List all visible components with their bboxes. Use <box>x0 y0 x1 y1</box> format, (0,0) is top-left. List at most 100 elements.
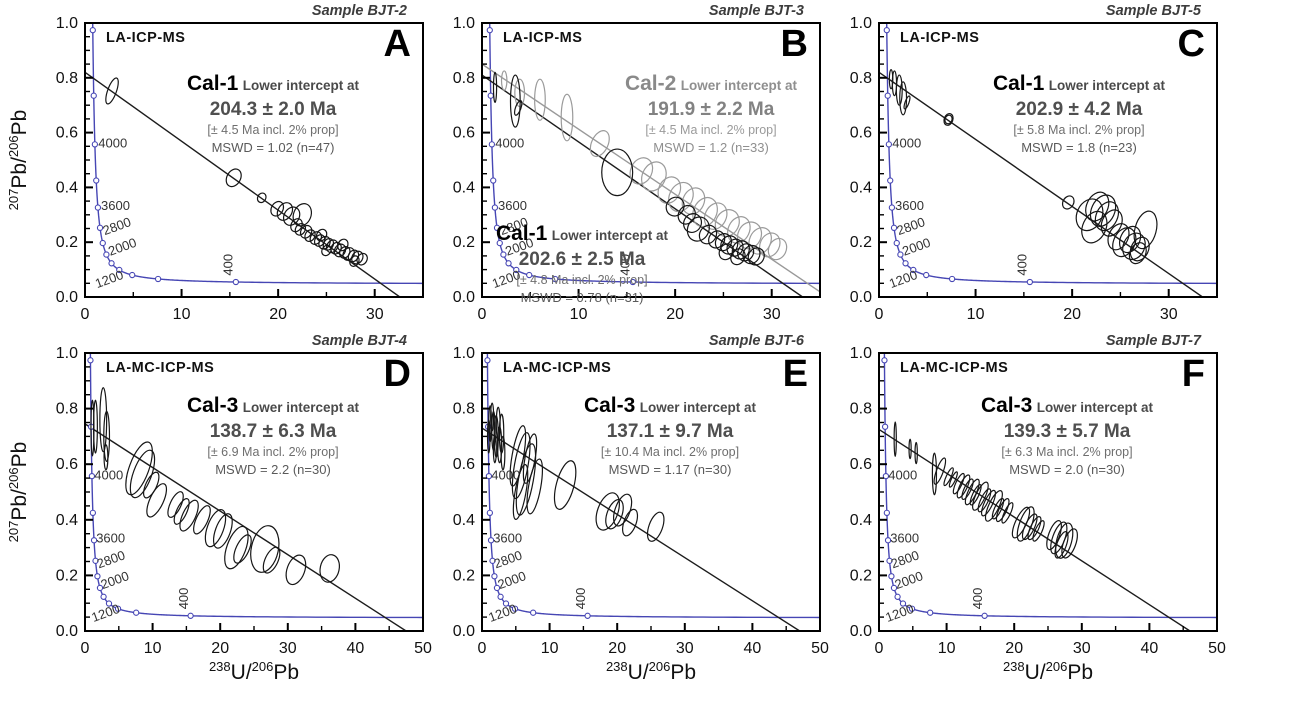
svg-text:0.4: 0.4 <box>56 512 78 529</box>
intercept-age: 202.6 ± 2.5 Ma <box>518 249 646 271</box>
svg-text:1.0: 1.0 <box>56 345 78 362</box>
svg-text:0.0: 0.0 <box>453 289 475 306</box>
mswd-value: MSWD = 2.0 (n=30) <box>1009 461 1125 477</box>
svg-text:20: 20 <box>1005 640 1023 657</box>
svg-text:1200: 1200 <box>486 601 518 625</box>
svg-text:2000: 2000 <box>900 235 932 259</box>
mswd-value: MSWD = 1.02 (n=47) <box>211 139 335 155</box>
panel-letter: F <box>1181 353 1205 395</box>
sample-name: Cal-3 <box>186 394 239 417</box>
y-axis-label: 207Pb/206Pb <box>6 441 31 543</box>
svg-text:1200: 1200 <box>887 267 919 291</box>
svg-text:0.8: 0.8 <box>56 401 78 418</box>
panel-F: 4000 3600 2800 2000 1200 400 0 10 20 30 40 50 0.0 0.2… <box>834 333 1231 685</box>
svg-text:0: 0 <box>875 306 884 323</box>
svg-text:50: 50 <box>811 640 829 657</box>
method-label: LA-MC-ICP-MS <box>900 360 1009 376</box>
svg-text:50: 50 <box>1208 640 1226 657</box>
svg-text:10: 10 <box>967 306 985 323</box>
svg-text:4000: 4000 <box>98 136 127 151</box>
svg-text:400: 400 <box>1014 254 1029 276</box>
sample-title: Sample BJT-6 <box>708 333 804 349</box>
row-top: 207Pb/206Pb 4000 3600 2800 2000 1200 400 0 10 20… <box>0 3 1289 327</box>
y-axis-label-column-bottom: 207Pb/206Pb <box>0 333 40 661</box>
svg-text:3600: 3600 <box>493 531 522 546</box>
intercept-age: 138.7 ± 6.3 Ma <box>209 421 337 443</box>
svg-text:400: 400 <box>176 588 191 610</box>
svg-text:30: 30 <box>279 640 297 657</box>
svg-text:2800: 2800 <box>101 214 133 238</box>
svg-text:0.0: 0.0 <box>850 623 872 640</box>
svg-text:10: 10 <box>570 306 588 323</box>
svg-text:400: 400 <box>970 588 985 610</box>
svg-text:2800: 2800 <box>95 547 127 571</box>
svg-text:2000: 2000 <box>106 235 138 259</box>
uncertainty-note: [± 4.5 Ma incl. 2% prop] <box>645 123 777 137</box>
svg-text:1.0: 1.0 <box>850 15 872 32</box>
svg-text:20: 20 <box>666 306 684 323</box>
intercept-annotation: Cal-1 Lower intercept at 204.3 ± 2.0 Ma … <box>140 71 406 156</box>
svg-text:0.0: 0.0 <box>56 289 78 306</box>
svg-text:0.2: 0.2 <box>850 567 872 584</box>
svg-text:0: 0 <box>81 640 90 657</box>
uncertainty-note: [± 4.8 Ma incl. 2% prop] <box>516 273 648 287</box>
svg-text:0.8: 0.8 <box>850 70 872 87</box>
svg-text:2000: 2000 <box>99 568 131 592</box>
svg-text:0.2: 0.2 <box>453 234 475 251</box>
svg-text:0.8: 0.8 <box>56 70 78 87</box>
svg-text:40: 40 <box>744 640 762 657</box>
svg-text:0.2: 0.2 <box>453 567 475 584</box>
svg-text:4000: 4000 <box>888 468 917 483</box>
method-label: LA-ICP-MS <box>900 30 980 46</box>
panel-E: 4000 3600 2800 2000 1200 400 0 10 20 30 40 50 0.0 0.2… <box>437 333 834 685</box>
x-axis-label: 238U/206Pb <box>1002 659 1094 684</box>
uncertainty-note: [± 10.4 Ma incl. 2% prop] <box>600 445 740 459</box>
uncertainty-note: [± 6.3 Ma incl. 2% prop] <box>1001 445 1133 459</box>
intercept-annotation: Cal-3 Lower intercept at 137.1 ± 9.7 Ma … <box>537 393 803 478</box>
mswd-value: MSWD = 0.78 (n=31) <box>520 289 644 305</box>
svg-text:30: 30 <box>1160 306 1178 323</box>
sample-name: Cal-1 <box>495 222 548 245</box>
uncertainty-note: [± 6.9 Ma incl. 2% prop] <box>207 445 339 459</box>
uncertainty-note: [± 5.8 Ma incl. 2% prop] <box>1013 123 1145 137</box>
svg-text:1.0: 1.0 <box>850 345 872 362</box>
svg-text:0.8: 0.8 <box>453 401 475 418</box>
svg-text:0.4: 0.4 <box>56 179 78 196</box>
svg-text:30: 30 <box>763 306 781 323</box>
intercept-age: 204.3 ± 2.0 Ma <box>209 99 337 121</box>
mswd-value: MSWD = 1.17 (n=30) <box>608 461 732 477</box>
svg-text:2000: 2000 <box>893 568 925 592</box>
mswd-value: MSWD = 1.8 (n=23) <box>1021 139 1137 155</box>
svg-text:10: 10 <box>144 640 162 657</box>
svg-text:1.0: 1.0 <box>453 15 475 32</box>
panel-letter: B <box>780 23 808 65</box>
svg-text:0: 0 <box>875 640 884 657</box>
sample-name: Cal-1 <box>186 72 239 95</box>
mswd-value: MSWD = 1.2 (n=33) <box>653 139 769 155</box>
svg-text:1200: 1200 <box>93 267 125 291</box>
sample-name: Cal-1 <box>992 72 1045 95</box>
svg-text:2800: 2800 <box>889 547 921 571</box>
panel-letter: C <box>1177 23 1205 65</box>
svg-text:20: 20 <box>1063 306 1081 323</box>
svg-text:3600: 3600 <box>101 198 130 213</box>
method-label: LA-MC-ICP-MS <box>503 360 612 376</box>
svg-text:2000: 2000 <box>496 568 528 592</box>
svg-text:4000: 4000 <box>495 136 524 151</box>
svg-text:1200: 1200 <box>883 601 915 625</box>
svg-text:4000: 4000 <box>491 468 520 483</box>
intercept-annotation-cal2: Cal-2 Lower intercept at 191.9 ± 2.2 Ma … <box>585 71 837 156</box>
svg-text:0.4: 0.4 <box>453 512 475 529</box>
method-label: LA-MC-ICP-MS <box>106 360 215 376</box>
svg-text:1.0: 1.0 <box>56 15 78 32</box>
intercept-age: 137.1 ± 9.7 Ma <box>606 421 734 443</box>
panel-letter: D <box>383 353 411 395</box>
svg-text:20: 20 <box>211 640 229 657</box>
intercept-annotation: Cal-3 Lower intercept at 139.3 ± 5.7 Ma … <box>934 393 1200 478</box>
svg-text:400: 400 <box>573 588 588 610</box>
